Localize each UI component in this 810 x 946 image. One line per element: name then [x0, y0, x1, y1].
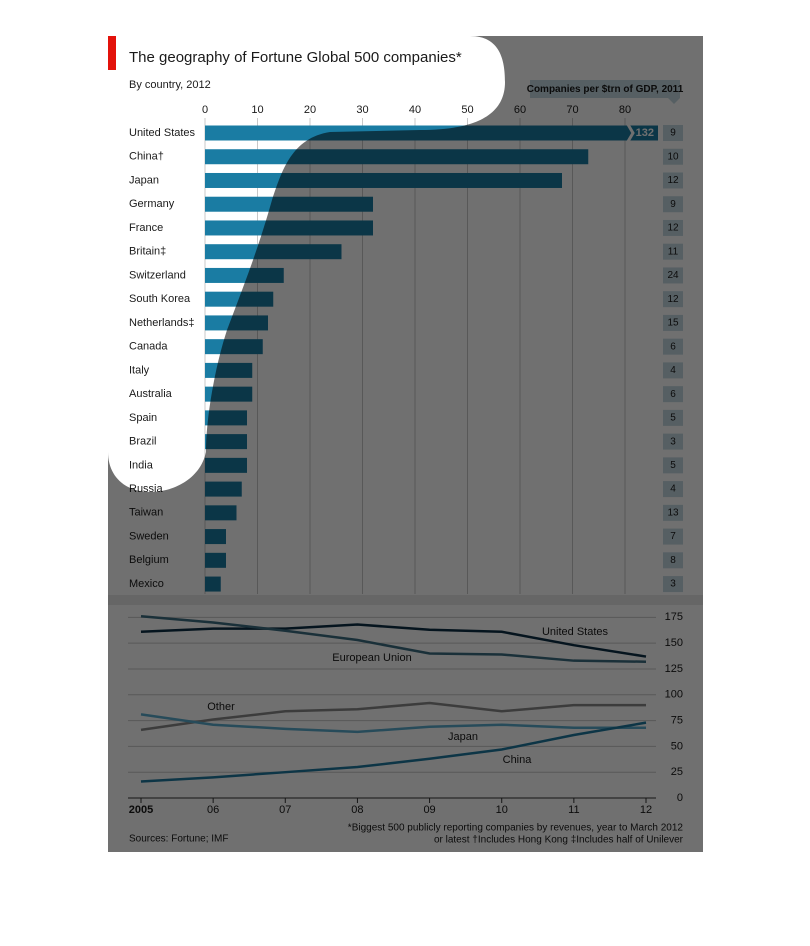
x-tick-label: 10 — [251, 104, 263, 116]
category-label: United States — [129, 127, 196, 139]
x-tick-label: 30 — [356, 104, 368, 116]
category-label: Australia — [129, 388, 173, 400]
category-label: Brazil — [129, 436, 157, 448]
category-label: Germany — [129, 198, 175, 210]
category-label: France — [129, 222, 163, 234]
brand-mark — [108, 36, 116, 70]
x-tick-label: 0 — [202, 104, 208, 116]
category-label: India — [129, 459, 154, 471]
category-label: Britain‡ — [129, 246, 166, 258]
category-label: Italy — [129, 364, 150, 376]
chart-subtitle: By country, 2012 — [129, 79, 211, 91]
dim-overlay — [108, 36, 703, 852]
category-label: China† — [129, 151, 164, 163]
category-label: Switzerland — [129, 269, 186, 281]
x-tick-label: 20 — [304, 104, 316, 116]
category-label: South Korea — [129, 293, 191, 305]
x-tick-label: 40 — [409, 104, 421, 116]
category-label: Japan — [129, 174, 159, 186]
category-label: Netherlands‡ — [129, 317, 194, 329]
category-label: Spain — [129, 412, 157, 424]
category-label: Canada — [129, 341, 168, 353]
x-tick-label: 50 — [461, 104, 473, 116]
chart-title: The geography of Fortune Global 500 comp… — [129, 49, 462, 66]
